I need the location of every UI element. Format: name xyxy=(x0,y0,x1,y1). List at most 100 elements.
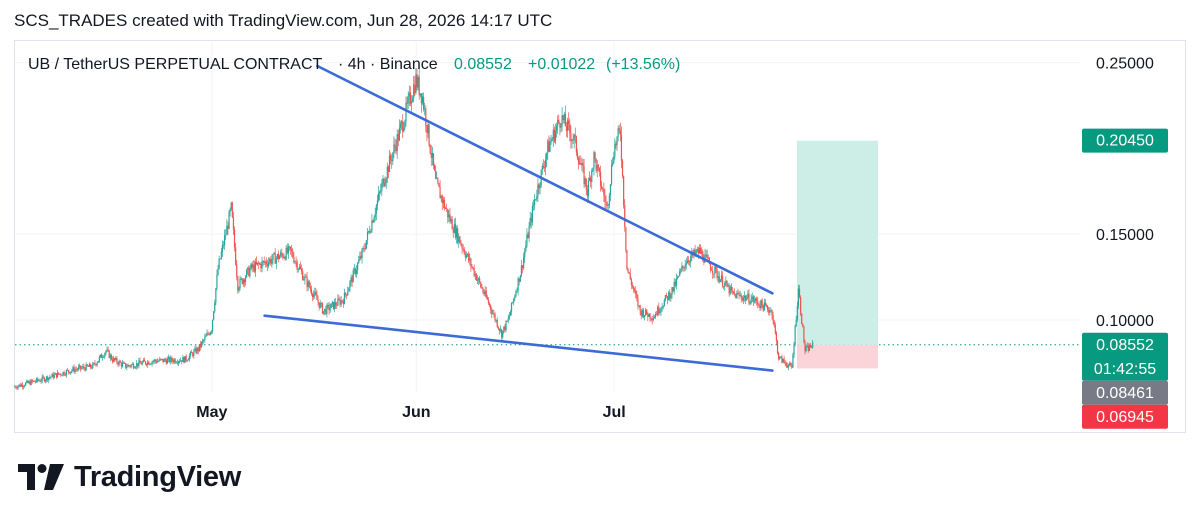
candle-body xyxy=(347,291,349,296)
candle-body xyxy=(653,316,656,319)
candle-body xyxy=(193,350,195,356)
candle-body xyxy=(268,261,270,266)
candle-body xyxy=(723,286,725,288)
stop-zone xyxy=(797,344,878,369)
candle-body xyxy=(425,108,427,126)
tradingview-logo[interactable]: TradingView xyxy=(18,459,241,495)
candle-body xyxy=(501,329,503,338)
candle-body xyxy=(693,249,695,256)
candle-body xyxy=(641,310,643,316)
candle-body xyxy=(64,374,66,376)
candle-body xyxy=(387,166,390,172)
candle-body xyxy=(811,347,813,348)
candle-body xyxy=(85,364,87,371)
candle-body xyxy=(768,309,770,313)
candle-body xyxy=(539,185,541,189)
candle-body xyxy=(287,246,289,254)
candle-body xyxy=(75,369,77,371)
candle-body xyxy=(660,308,662,312)
candle-body xyxy=(609,184,612,196)
candle-body xyxy=(154,359,156,362)
countdown-label-text: 01:42:55 xyxy=(1094,361,1156,378)
candle-body xyxy=(272,253,274,260)
candle-body xyxy=(62,372,64,376)
candle-body xyxy=(656,314,658,315)
candle-body xyxy=(581,162,583,166)
candle-body xyxy=(109,355,111,358)
candle-body xyxy=(258,262,260,265)
candle-body xyxy=(227,225,229,229)
candle-body xyxy=(530,217,532,223)
chart-frame[interactable] xyxy=(14,40,1186,433)
candle-body xyxy=(625,226,627,250)
candle-body xyxy=(747,293,749,298)
candle-body xyxy=(313,294,315,298)
candle-body xyxy=(304,276,306,280)
candle-body xyxy=(33,380,36,382)
candle-body xyxy=(204,336,206,341)
x-tick-label: Jun xyxy=(402,404,430,421)
candle-body xyxy=(771,310,773,316)
candle-body xyxy=(322,311,325,314)
candle-body xyxy=(130,364,132,367)
candle-body xyxy=(186,360,188,362)
candle-body xyxy=(377,193,380,201)
y-tick-label: 0.15000 xyxy=(1096,227,1154,244)
candle-body xyxy=(381,183,383,191)
candle-body xyxy=(460,243,462,245)
trendlines[interactable] xyxy=(263,64,774,372)
symbol-title[interactable]: UB / TetherUS PERPETUAL CONTRACT xyxy=(28,56,323,73)
candle-body xyxy=(537,184,539,197)
candle-body xyxy=(619,130,621,136)
candle-body xyxy=(244,277,247,283)
candle-body xyxy=(433,165,436,171)
candle-body xyxy=(475,273,477,281)
candle-body xyxy=(383,178,385,186)
candle-body xyxy=(152,361,154,363)
candle-body xyxy=(695,251,697,254)
candle-body xyxy=(320,303,322,304)
candle-body xyxy=(579,163,581,165)
candle-body xyxy=(167,357,170,359)
trendline-lower xyxy=(263,314,774,372)
candle-body xyxy=(280,252,282,257)
candle-body xyxy=(238,288,240,291)
candle-body xyxy=(721,275,724,287)
candle-body xyxy=(519,275,521,282)
candle-body xyxy=(401,121,403,124)
candle-body xyxy=(773,320,775,326)
candle-body xyxy=(731,290,734,292)
candle-body xyxy=(512,302,514,304)
candle-body xyxy=(273,252,275,254)
candle-body xyxy=(451,219,453,230)
candle-body xyxy=(726,280,728,287)
candle-body xyxy=(443,199,446,209)
candle-body xyxy=(18,384,20,387)
candle-body xyxy=(487,299,490,304)
candle-body xyxy=(257,262,259,265)
candle-body xyxy=(283,257,285,258)
candle-body xyxy=(651,318,653,321)
candle-body xyxy=(353,268,355,271)
candle-body xyxy=(92,363,94,369)
candle-body xyxy=(496,319,498,327)
candle-body xyxy=(336,305,338,307)
candle-body xyxy=(384,183,386,186)
candle-body xyxy=(750,298,752,304)
candle-body xyxy=(548,140,550,152)
candle-body xyxy=(265,261,268,265)
candle-body xyxy=(53,374,55,378)
candle-body xyxy=(102,357,104,359)
candle-body xyxy=(137,363,139,367)
candle-body xyxy=(797,288,800,306)
candle-body xyxy=(315,291,317,296)
candle-body xyxy=(417,77,419,88)
candle-body xyxy=(37,378,39,381)
candle-body xyxy=(241,278,243,284)
candles xyxy=(14,68,814,391)
candle-body xyxy=(29,381,31,385)
candle-body xyxy=(15,386,17,388)
candle-body xyxy=(155,361,158,363)
candle-body xyxy=(239,278,241,289)
